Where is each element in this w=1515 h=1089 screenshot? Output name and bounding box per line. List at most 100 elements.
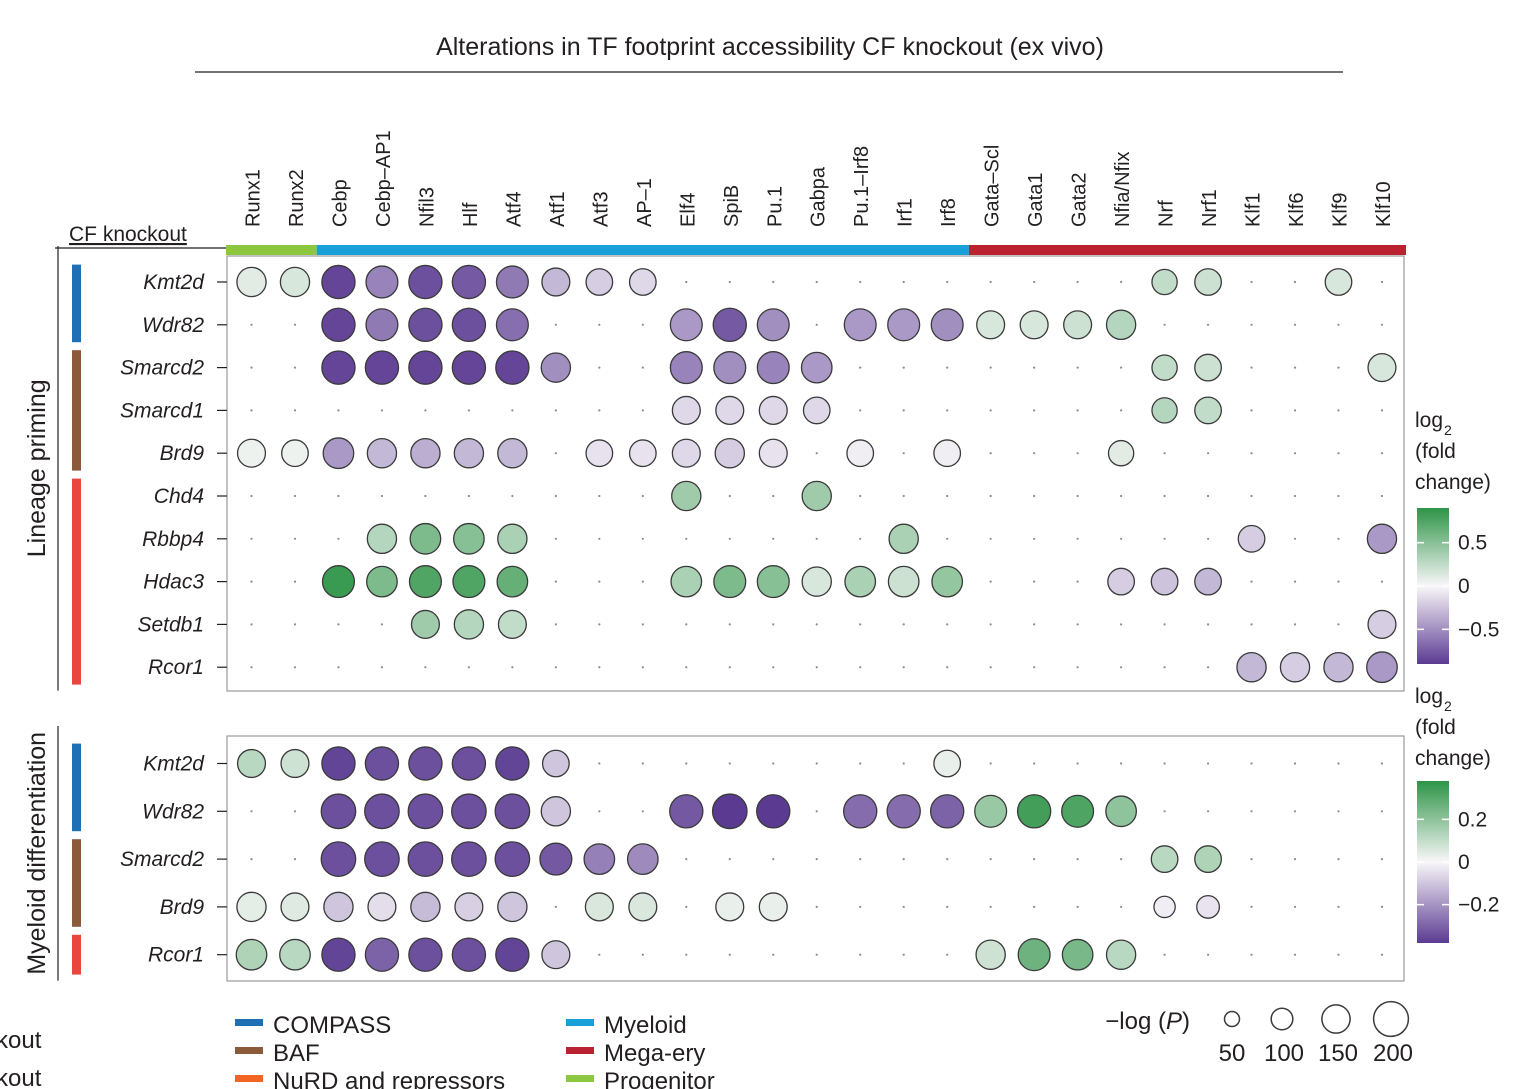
grid-dot	[1380, 494, 1384, 498]
grid-dot	[1120, 537, 1123, 540]
colorbar-label-log: log	[1415, 409, 1443, 432]
grid-dot	[250, 494, 253, 498]
data-point	[1194, 396, 1222, 425]
data-point	[497, 609, 527, 639]
data-point	[364, 841, 400, 877]
data-point	[540, 796, 572, 827]
data-point	[669, 351, 703, 385]
grid-dot	[902, 762, 905, 765]
data-point	[451, 307, 487, 343]
data-point	[585, 268, 614, 296]
data-point	[497, 437, 528, 469]
data-point	[713, 351, 747, 385]
row-label: Smarcd2	[120, 357, 204, 380]
grid-dot	[1337, 953, 1340, 956]
data-point	[585, 439, 614, 468]
column-label: Klf9	[1330, 193, 1352, 227]
grid-dot	[1337, 580, 1340, 583]
grid-dot	[467, 666, 470, 669]
grid-dot	[859, 623, 862, 626]
grid-dot	[380, 666, 384, 669]
grid-dot	[902, 452, 905, 455]
grid-dot	[598, 409, 601, 412]
data-point	[366, 565, 398, 598]
data-point	[322, 437, 355, 470]
grid-dot	[815, 666, 818, 669]
grid-dot	[1337, 623, 1340, 626]
grid-dot	[859, 409, 862, 412]
data-point	[715, 395, 745, 425]
data-point	[933, 439, 962, 468]
data-point	[671, 395, 701, 425]
grid-dot	[293, 366, 297, 369]
data-point	[495, 746, 530, 781]
grid-dot	[1380, 762, 1384, 765]
grid-dot	[250, 580, 253, 583]
grid-dot	[424, 409, 427, 412]
grid-dot	[946, 953, 949, 956]
grid-dot	[902, 409, 905, 412]
data-point	[407, 841, 444, 877]
grid-dot	[728, 762, 731, 765]
grid-dot	[250, 810, 253, 813]
grid-dot	[1250, 905, 1253, 909]
panel-myeloid-differentiation: Kmt2d Wdr82 Smarcd2 Brd9 Rcor1 Myeloid differ…	[23, 685, 1499, 982]
row-label: Setdb1	[137, 613, 204, 636]
complex-color-bar	[72, 743, 81, 832]
grid-dot	[989, 537, 992, 540]
grid-dot	[1250, 858, 1253, 861]
size-legend-circle	[1270, 1007, 1294, 1031]
grid-dot	[250, 323, 253, 326]
grid-dot	[772, 623, 775, 626]
grid-dot	[815, 810, 818, 813]
grid-dot	[902, 905, 905, 909]
grid-dot	[1206, 666, 1210, 669]
chart-title: Alterations in TF footprint accessibilit…	[436, 33, 1104, 61]
grid-dot	[1337, 409, 1340, 412]
data-point	[321, 350, 356, 385]
grid-dot	[1033, 762, 1036, 765]
grid-dot	[641, 537, 644, 540]
data-point	[1196, 894, 1221, 919]
data-point	[495, 265, 529, 299]
row-header: CF knockout	[69, 223, 187, 246]
panel-label: Myeloid differentiation	[23, 732, 51, 975]
grid-dot	[1337, 452, 1340, 455]
legend-swatch	[566, 1075, 594, 1082]
grid-dot	[1163, 762, 1166, 765]
grid-dot	[1120, 494, 1123, 498]
grid-dot	[1250, 623, 1253, 626]
data-point	[410, 609, 441, 639]
data-point	[321, 565, 356, 599]
data-point	[1151, 354, 1178, 381]
size-legend-circle	[1321, 1004, 1351, 1034]
grid-dot	[293, 623, 297, 626]
grid-dot	[1033, 452, 1036, 455]
column-label: Nfil3	[416, 187, 438, 227]
grid-dot	[989, 623, 992, 626]
column-label: Nrf1	[1199, 189, 1221, 227]
grid-dot	[598, 494, 601, 498]
grid-dot	[337, 666, 340, 669]
data-point	[320, 793, 357, 830]
data-point	[628, 268, 657, 296]
data-point	[1061, 794, 1095, 828]
data-point	[454, 892, 484, 922]
grid-dot	[293, 323, 297, 326]
grid-dot	[1380, 858, 1384, 861]
column-label: Nfia/Nfix	[1112, 151, 1134, 227]
column-label: Klf6	[1286, 193, 1308, 227]
column-label: Runx1	[243, 169, 265, 227]
grid-dot	[554, 623, 557, 626]
grid-dot	[1250, 494, 1253, 498]
grid-dot	[728, 953, 731, 956]
column-label: SpiB	[721, 185, 743, 227]
grid-dot	[1120, 366, 1123, 369]
data-point	[495, 350, 530, 385]
column-label: Gata2	[1069, 173, 1091, 227]
grid-dot	[1076, 366, 1079, 369]
data-point	[236, 891, 267, 923]
grid-dot	[1163, 953, 1166, 956]
colorbar-label-change: change)	[1415, 747, 1491, 770]
data-point	[495, 937, 530, 972]
